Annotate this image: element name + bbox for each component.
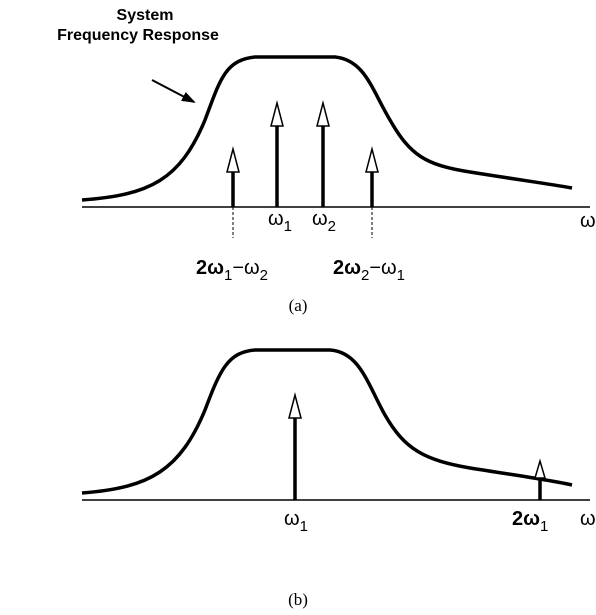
axis-label: ω	[580, 210, 596, 232]
tones	[293, 418, 542, 500]
label-part: −ω	[232, 257, 259, 279]
label-part: ω	[284, 508, 300, 530]
panel-b: ω1 2ω1 ω (b)	[81, 348, 596, 609]
label-sub: 1	[300, 518, 308, 535]
pointer	[151, 79, 196, 103]
label: ω1	[268, 208, 292, 235]
title-line: Frequency Response	[57, 27, 219, 44]
label: 2ω1	[512, 508, 548, 535]
label-sub: 2	[361, 267, 369, 284]
tones	[231, 126, 374, 207]
label-part: 2ω	[512, 508, 540, 530]
label-part: 2ω	[333, 257, 361, 279]
label-sub: 2	[260, 267, 268, 284]
title-line: System	[117, 7, 174, 24]
label: 2ω1−ω2	[196, 257, 268, 284]
label: ω2	[312, 208, 336, 235]
arrow-heads	[226, 100, 379, 173]
label-sub: 1	[284, 218, 292, 235]
label-part: 2ω	[196, 257, 224, 279]
arrow-heads	[288, 392, 547, 479]
label-part: −ω	[369, 257, 396, 279]
label-part: ω	[312, 208, 328, 230]
caption: (a)	[289, 296, 308, 315]
label: 2ω2−ω1	[333, 257, 405, 284]
label-sub: 1	[224, 267, 232, 284]
response-curve	[81, 55, 573, 202]
axis-label: ω	[580, 508, 596, 530]
panel-a: ω1 ω2 2ω1−ω2 2ω2−ω1 ω (a)	[81, 55, 596, 315]
dashed-guides	[232, 207, 373, 238]
response-curve	[81, 348, 573, 495]
label-sub: 2	[328, 218, 336, 235]
label: ω1	[284, 508, 308, 535]
label-part: ω	[268, 208, 284, 230]
caption: (b)	[288, 590, 308, 609]
label-sub: 1	[397, 267, 405, 284]
label-sub: 1	[540, 518, 548, 535]
